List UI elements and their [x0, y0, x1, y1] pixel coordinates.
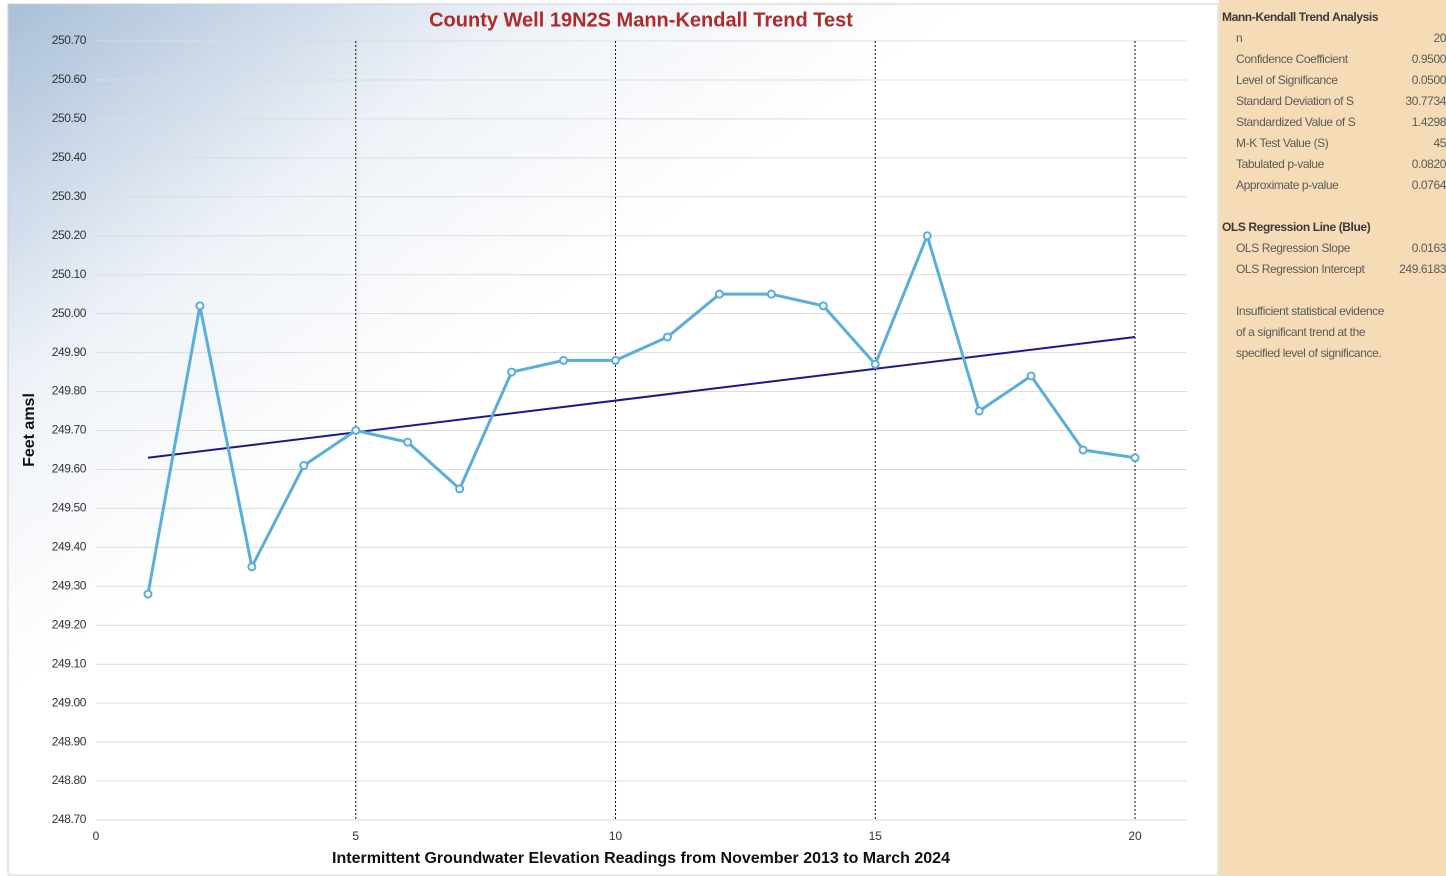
stat-label: Standard Deviation of S: [1236, 94, 1354, 108]
x-tick-label: 0: [93, 829, 100, 843]
stat-label: OLS Regression Intercept: [1236, 262, 1365, 276]
y-tick-label: 250.00: [52, 306, 87, 320]
y-tick-label: 249.00: [52, 695, 87, 709]
stat-label: OLS Regression Slope: [1236, 241, 1351, 255]
chart: County Well 19N2S Mann-Kendall Trend Tes…: [7, 3, 1219, 876]
stat-value: 20: [1433, 31, 1446, 45]
y-tick-label: 249.20: [52, 617, 87, 631]
x-tick-label: 15: [869, 829, 883, 843]
data-point: [195, 301, 205, 311]
stat-label: Approximate p-value: [1236, 178, 1339, 192]
section-title: OLS Regression Line (Blue): [1222, 220, 1371, 234]
stats-panel: Mann-Kendall Trend Analysis n 20 Confidence…: [1219, 0, 1446, 876]
data-point: [922, 231, 932, 241]
note-text: of a significant trend at the: [1236, 325, 1366, 339]
data-point: [1078, 445, 1088, 455]
y-tick-label: 250.20: [52, 228, 87, 242]
x-tick-label: 20: [1128, 829, 1142, 843]
data-point: [870, 359, 880, 369]
note-text: Insufficient statistical evidence: [1236, 304, 1384, 318]
data-point: [247, 562, 257, 572]
x-tick-label: 5: [352, 829, 359, 843]
y-tick-label: 249.10: [52, 656, 87, 670]
y-tick-label: 249.90: [52, 345, 87, 359]
section-title: Mann-Kendall Trend Analysis: [1222, 10, 1379, 24]
stat-value: 0.0163: [1411, 241, 1446, 255]
data-point: [818, 301, 828, 311]
y-tick-label: 248.80: [52, 773, 87, 787]
stat-value: 0.0764: [1411, 178, 1446, 192]
data-point: [714, 289, 724, 299]
data-point: [507, 367, 517, 377]
y-tick-label: 250.60: [52, 72, 87, 86]
chart-background: [7, 3, 1219, 876]
stat-value: 30.7734: [1405, 94, 1446, 108]
stat-label: Standardized Value of S: [1236, 115, 1356, 129]
data-point: [1026, 371, 1036, 381]
regression-line: [147, 336, 1136, 459]
stat-label: Level of Significance: [1236, 73, 1338, 87]
stat-value: 45: [1433, 136, 1446, 150]
stat-label: M-K Test Value (S): [1236, 136, 1329, 150]
stat-value: 0.0820: [1411, 157, 1446, 171]
y-tick-label: 250.70: [52, 33, 87, 47]
y-tick-label: 250.30: [52, 189, 87, 203]
stat-value: 249.6183: [1399, 262, 1446, 276]
y-axis-label: Feet amsl: [21, 393, 38, 467]
y-tick-label: 249.40: [52, 540, 87, 554]
stat-value: 1.4298: [1411, 115, 1446, 129]
y-tick-label: 249.30: [52, 578, 87, 592]
stat-value: 0.0500: [1411, 73, 1446, 87]
data-point: [611, 355, 621, 365]
x-tick-label: 10: [609, 829, 623, 843]
data-point: [662, 332, 672, 342]
data-point: [403, 437, 413, 447]
stat-value: 0.9500: [1411, 52, 1446, 66]
data-point: [1130, 453, 1140, 463]
y-tick-label: 250.40: [52, 150, 87, 164]
data-point: [299, 461, 309, 471]
chart-title: County Well 19N2S Mann-Kendall Trend Tes…: [429, 9, 853, 31]
data-point: [143, 589, 153, 599]
y-tick-label: 249.80: [52, 384, 87, 398]
stat-label: n: [1236, 31, 1243, 45]
y-tick-label: 249.70: [52, 423, 87, 437]
data-line: [146, 234, 1136, 595]
data-point: [974, 406, 984, 416]
note-text: specified level of significance.: [1236, 346, 1382, 360]
y-tick-label: 249.60: [52, 462, 87, 476]
data-point: [766, 289, 776, 299]
data-point: [351, 426, 361, 435]
data-point: [455, 484, 465, 494]
x-axis-label: Intermittent Groundwater Elevation Readi…: [332, 850, 950, 867]
y-tick-label: 248.90: [52, 734, 87, 748]
stat-label: Tabulated p-value: [1236, 157, 1324, 171]
y-tick-label: 250.50: [52, 111, 87, 125]
stat-label: Confidence Coefficient: [1236, 52, 1348, 66]
y-tick-label: 250.10: [52, 267, 87, 281]
data-point: [559, 355, 569, 365]
y-tick-label: 248.70: [52, 812, 87, 826]
y-tick-label: 249.50: [52, 501, 87, 515]
